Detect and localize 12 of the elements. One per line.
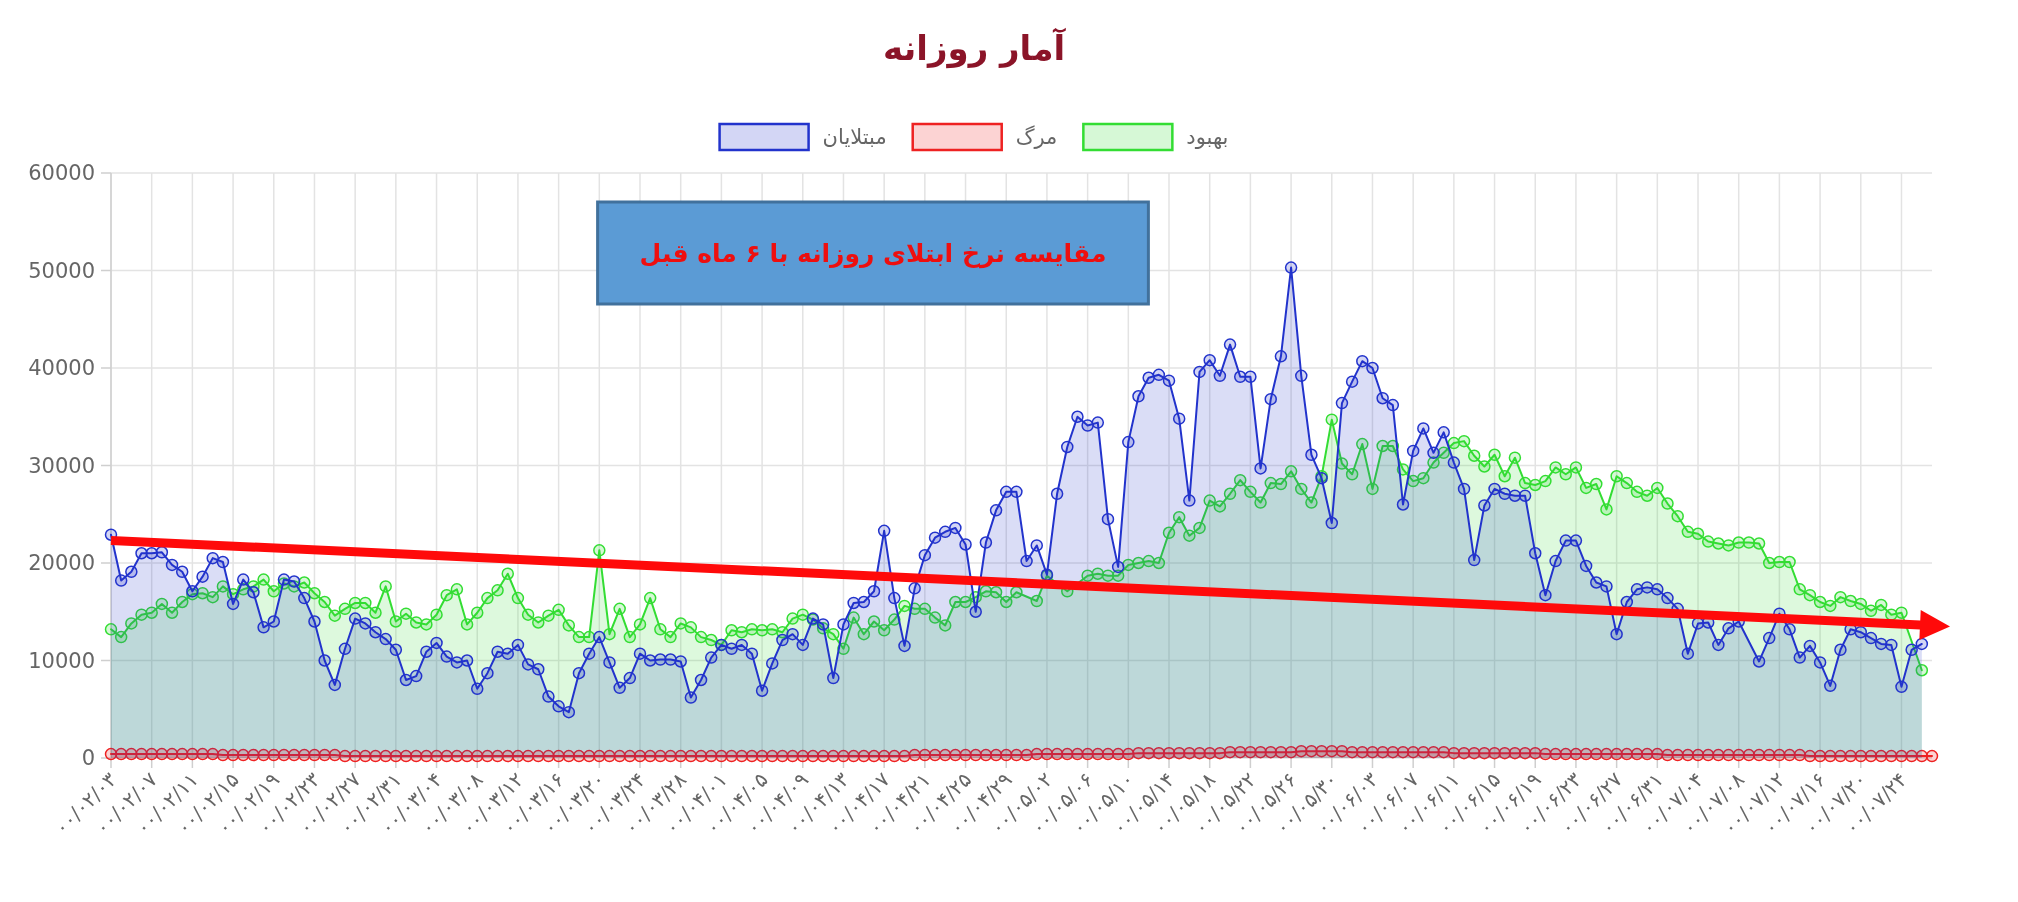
y-tick-label: 30000	[28, 453, 95, 478]
y-tick-label: 40000	[28, 356, 95, 380]
chart-title: آمار روزانه	[882, 27, 1067, 69]
y-tick-label: 20000	[28, 551, 95, 575]
y-tick-label: 10000	[28, 648, 95, 673]
y-tick-label: 0	[81, 746, 95, 770]
legend-label: مرگ	[1015, 125, 1058, 149]
annotation: مقایسه نرخ ابتلای روزانه با ۶ ماه قبل	[639, 238, 1107, 269]
legend-label: بهبود	[1186, 125, 1229, 149]
y-tick-label: 60000	[28, 161, 95, 185]
y-tick-label: 50000	[28, 258, 95, 283]
legend-label: مبتلایان	[822, 125, 887, 149]
